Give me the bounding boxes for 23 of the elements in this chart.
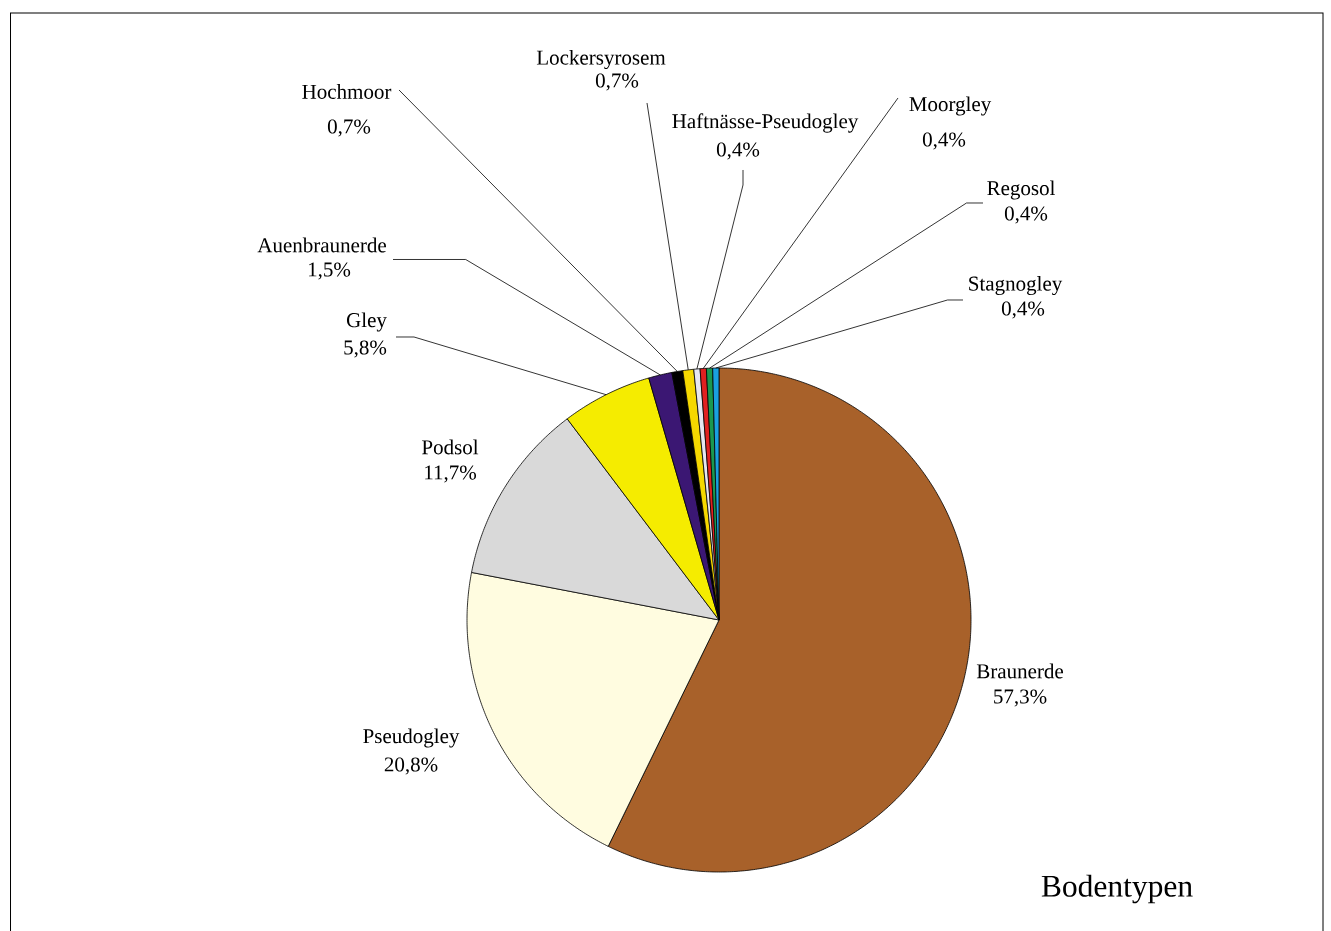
- slice-label: Podsol: [422, 439, 479, 455]
- data-label: 0,4%: [922, 132, 966, 150]
- slice-label: Moorgley: [909, 96, 992, 116]
- data-label: 20,8%: [384, 757, 438, 775]
- slice-label: Pseudogley: [363, 728, 460, 748]
- data-label: 0,7%: [327, 119, 371, 137]
- data-label: 0,4%: [1004, 206, 1048, 224]
- slice-label: Auenbraunerde: [257, 237, 387, 253]
- data-label: 57,3%: [994, 689, 1047, 707]
- slice-label: Hochmoor: [302, 84, 392, 99]
- data-label: 0,4%: [716, 142, 760, 160]
- slice-label: Haftnässe-Pseudogley: [672, 113, 859, 133]
- slice-label: Gley: [346, 312, 387, 332]
- data-label: 0,4%: [1001, 301, 1045, 319]
- data-label: 0,7%: [595, 73, 639, 91]
- data-label: 1,5%: [308, 262, 351, 280]
- slice-label: Regosol: [987, 180, 1055, 200]
- slice-label: Stagnogley: [969, 275, 1063, 296]
- data-label: 11,7%: [425, 465, 477, 483]
- data-label: 5,8%: [344, 340, 387, 358]
- slice-label: Braunerde: [976, 663, 1064, 679]
- text: Bodentypen: [1041, 874, 1193, 904]
- slice-label: Lockersyrosem: [536, 49, 666, 70]
